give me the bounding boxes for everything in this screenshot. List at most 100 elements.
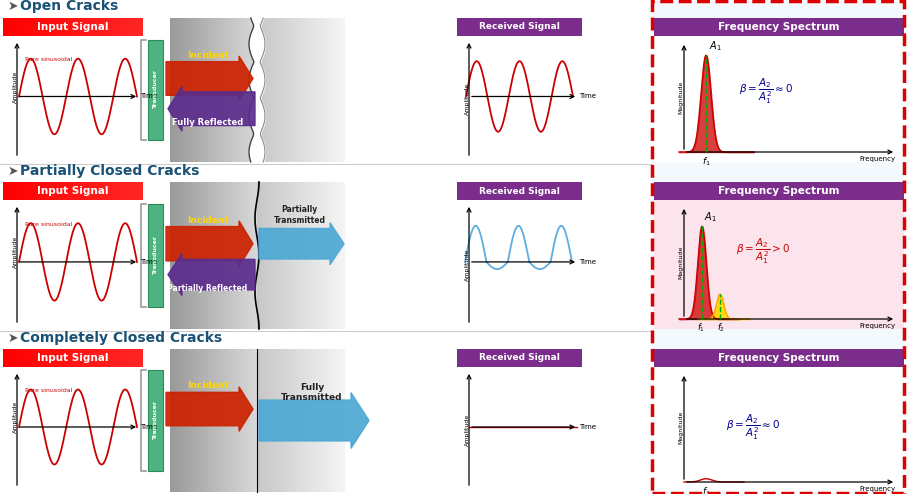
Bar bbox=[114, 18, 115, 36]
Bar bbox=[189, 349, 190, 492]
Bar bbox=[72, 18, 73, 36]
Bar bbox=[64, 349, 65, 367]
Bar bbox=[270, 182, 271, 329]
Bar bbox=[333, 182, 334, 329]
Bar bbox=[76, 182, 77, 200]
Text: Transducer: Transducer bbox=[153, 401, 158, 440]
Text: $f_1$: $f_1$ bbox=[702, 485, 710, 494]
Bar bbox=[248, 182, 249, 329]
Text: $f_2$: $f_2$ bbox=[717, 322, 725, 334]
Text: Magnitude: Magnitude bbox=[678, 81, 684, 114]
Bar bbox=[301, 349, 302, 492]
Bar bbox=[238, 182, 239, 329]
Bar bbox=[180, 18, 181, 162]
Bar bbox=[306, 182, 307, 329]
Bar bbox=[219, 349, 220, 492]
Bar bbox=[98, 182, 99, 200]
Bar bbox=[266, 182, 267, 329]
Bar bbox=[28, 182, 29, 200]
Bar bbox=[322, 182, 323, 329]
Bar bbox=[268, 18, 269, 162]
Text: Frequency: Frequency bbox=[860, 156, 896, 162]
Bar bbox=[268, 182, 269, 329]
Bar bbox=[336, 182, 337, 329]
Bar bbox=[27, 18, 28, 36]
Bar bbox=[327, 349, 328, 492]
Bar bbox=[74, 18, 75, 36]
Bar bbox=[138, 18, 139, 36]
Bar bbox=[652, 1, 904, 493]
Bar bbox=[209, 349, 210, 492]
Bar bbox=[40, 18, 41, 36]
Bar bbox=[81, 18, 82, 36]
Bar bbox=[133, 349, 134, 367]
FancyArrow shape bbox=[259, 223, 344, 265]
Bar bbox=[110, 349, 111, 367]
Bar bbox=[31, 349, 32, 367]
Bar bbox=[25, 182, 26, 200]
Bar bbox=[182, 349, 183, 492]
Bar bbox=[311, 349, 312, 492]
Bar bbox=[112, 182, 113, 200]
Bar bbox=[341, 349, 342, 492]
Bar bbox=[201, 18, 202, 162]
Bar bbox=[241, 18, 242, 162]
Bar bbox=[264, 182, 265, 329]
Bar bbox=[291, 18, 292, 162]
Bar bbox=[93, 18, 94, 36]
Bar bbox=[335, 349, 336, 492]
Bar bbox=[243, 18, 244, 162]
Bar bbox=[233, 349, 234, 492]
Bar bbox=[191, 18, 192, 162]
Bar bbox=[24, 182, 25, 200]
Bar bbox=[47, 18, 48, 36]
Bar bbox=[289, 349, 290, 492]
Bar bbox=[178, 349, 179, 492]
Bar bbox=[333, 18, 334, 162]
Bar bbox=[295, 182, 296, 329]
Bar bbox=[129, 182, 130, 200]
Bar bbox=[321, 18, 322, 162]
Bar bbox=[339, 18, 340, 162]
Bar bbox=[187, 182, 188, 329]
Bar bbox=[232, 18, 233, 162]
Bar bbox=[265, 18, 266, 162]
Bar bbox=[457, 349, 582, 367]
Text: Time: Time bbox=[140, 424, 157, 430]
Bar bbox=[123, 18, 124, 36]
Bar bbox=[148, 204, 163, 307]
Bar bbox=[32, 349, 33, 367]
Bar bbox=[322, 18, 323, 162]
Bar bbox=[79, 18, 80, 36]
Bar bbox=[117, 182, 118, 200]
Bar bbox=[282, 349, 283, 492]
Bar bbox=[64, 18, 65, 36]
Bar bbox=[315, 182, 316, 329]
Bar bbox=[314, 18, 315, 162]
Bar bbox=[243, 182, 244, 329]
Bar bbox=[36, 18, 37, 36]
Bar bbox=[253, 182, 254, 329]
Bar bbox=[101, 349, 102, 367]
Bar bbox=[131, 349, 132, 367]
Bar bbox=[306, 18, 307, 162]
Bar bbox=[232, 182, 233, 329]
Bar bbox=[299, 182, 300, 329]
Bar bbox=[181, 18, 182, 162]
Bar bbox=[21, 18, 22, 36]
Bar bbox=[44, 182, 45, 200]
Bar bbox=[214, 18, 215, 162]
Bar bbox=[195, 349, 196, 492]
Bar bbox=[265, 349, 266, 492]
Bar bbox=[68, 182, 69, 200]
Bar bbox=[92, 18, 93, 36]
Bar bbox=[340, 182, 341, 329]
Bar bbox=[283, 349, 284, 492]
Bar bbox=[297, 182, 298, 329]
Bar bbox=[30, 182, 31, 200]
Bar bbox=[266, 349, 267, 492]
Bar bbox=[11, 18, 12, 36]
Text: ➤: ➤ bbox=[8, 0, 18, 12]
Bar bbox=[291, 182, 292, 329]
Bar bbox=[340, 349, 341, 492]
